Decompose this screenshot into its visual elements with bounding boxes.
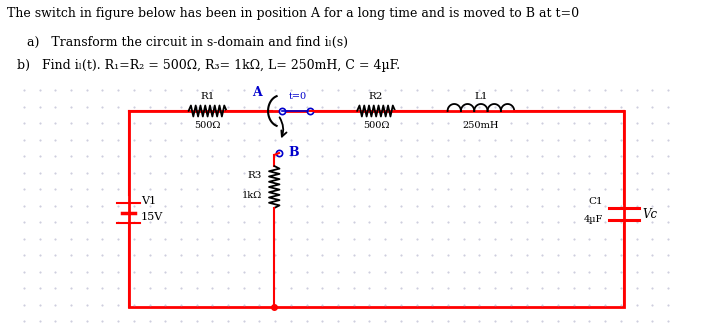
Text: B: B <box>289 146 299 160</box>
Text: b)   Find iₗ(t). R₁=R₂ = 500Ω, R₃= 1kΩ, L= 250mH, C = 4µF.: b) Find iₗ(t). R₁=R₂ = 500Ω, R₃= 1kΩ, L=… <box>17 59 400 72</box>
Text: 500Ω: 500Ω <box>363 121 390 130</box>
Text: C1: C1 <box>588 196 603 206</box>
Text: V1: V1 <box>141 196 156 206</box>
Text: A: A <box>252 86 262 99</box>
Text: 4µF: 4µF <box>583 215 603 224</box>
Text: R1: R1 <box>200 92 215 101</box>
Text: The switch in figure below has been in position A for a long time and is moved t: The switch in figure below has been in p… <box>6 7 578 20</box>
Text: Vc: Vc <box>643 208 658 220</box>
Bar <box>128 111 624 307</box>
Text: L1: L1 <box>474 92 488 101</box>
Text: a)   Transform the circuit in s-domain and find iₗ(s): a) Transform the circuit in s-domain and… <box>27 36 347 49</box>
Text: 15V: 15V <box>141 212 163 222</box>
Text: 250mH: 250mH <box>463 121 499 130</box>
Text: R2: R2 <box>369 92 383 101</box>
Text: t=0: t=0 <box>289 92 307 101</box>
Text: 1kΩ: 1kΩ <box>241 190 262 199</box>
Text: 500Ω: 500Ω <box>194 121 221 130</box>
Text: R3: R3 <box>248 170 262 180</box>
